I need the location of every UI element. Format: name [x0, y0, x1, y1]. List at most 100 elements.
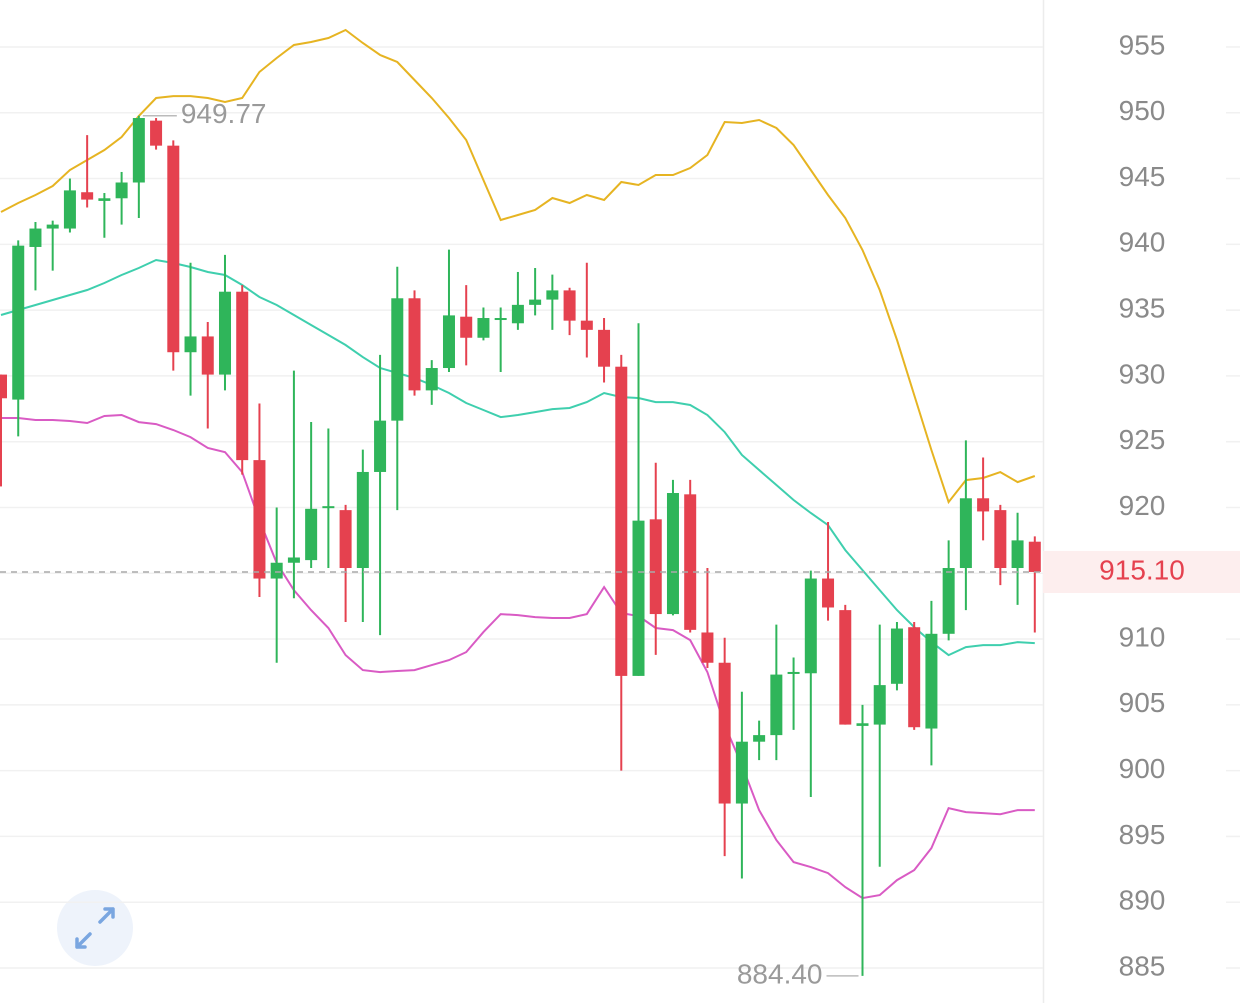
candle-body [977, 498, 990, 512]
candle [649, 462, 662, 655]
candle [98, 193, 111, 238]
candle-body [391, 298, 404, 421]
candle [494, 307, 507, 372]
candle-body [615, 366, 628, 676]
candle [977, 457, 990, 541]
expand-icon[interactable] [75, 907, 115, 949]
y-tick-label: 920 [1119, 490, 1166, 521]
band-line [0, 28, 1036, 505]
candle [29, 221, 42, 291]
candle [770, 624, 783, 761]
y-tick-label: 935 [1119, 293, 1166, 324]
high-label: 949.77 [181, 98, 267, 129]
last-price-box [1043, 550, 1240, 593]
candle [477, 307, 490, 341]
candle-body [98, 198, 111, 201]
last-price-label: 915.10 [1099, 554, 1185, 585]
y-tick-label: 890 [1119, 885, 1166, 916]
y-tick-label: 940 [1119, 227, 1166, 258]
candle-body [563, 290, 576, 321]
candle-body [253, 460, 266, 579]
candle [839, 604, 852, 725]
candle-body [1011, 540, 1024, 569]
candle-body [442, 315, 455, 369]
candle [529, 268, 542, 316]
candle [890, 621, 903, 691]
y-tick-label: 950 [1119, 95, 1166, 126]
candle-body [770, 674, 783, 736]
candle [167, 140, 180, 371]
y-tick-label: 945 [1119, 161, 1166, 192]
candle [132, 115, 145, 219]
candle [942, 540, 955, 641]
candle-body [201, 336, 214, 375]
candle [374, 354, 387, 636]
candle-body [270, 562, 283, 579]
candle [460, 285, 473, 366]
candle [994, 504, 1007, 586]
candle [218, 254, 231, 391]
candle [115, 171, 128, 225]
candle-body [684, 494, 697, 630]
candle-body [546, 290, 559, 300]
candle [580, 262, 593, 358]
candle [873, 624, 886, 867]
candle-body [925, 633, 938, 729]
low-label: 884.40 [737, 958, 823, 989]
candle [701, 568, 714, 669]
candle-body [873, 685, 886, 725]
candle-body [218, 291, 231, 375]
candle-body [598, 329, 611, 367]
candle [908, 621, 921, 730]
candle-body [1028, 541, 1041, 572]
candle [253, 403, 266, 597]
candle [63, 178, 76, 233]
candle-body [649, 519, 662, 615]
candle [1028, 536, 1041, 633]
candle-body [529, 299, 542, 305]
expand-circle[interactable] [57, 890, 133, 966]
candle-body [856, 723, 869, 726]
y-tick-label: 955 [1119, 29, 1166, 60]
candle [959, 440, 972, 611]
candle-body [356, 471, 369, 569]
candle-body [115, 182, 128, 199]
candle-body [804, 578, 817, 674]
candle-body [81, 192, 94, 200]
candle-body [494, 318, 507, 321]
candle [287, 370, 300, 599]
candle-body [339, 510, 352, 569]
candle [236, 285, 249, 475]
candle [184, 262, 197, 396]
candle-body [460, 316, 473, 338]
candle [391, 266, 404, 511]
candle [925, 600, 938, 766]
candle [615, 354, 628, 771]
expand-button[interactable] [57, 890, 133, 966]
candle-body [959, 498, 972, 569]
candle [201, 321, 214, 429]
candle [150, 118, 163, 150]
candle-body [822, 578, 835, 608]
candle-body [580, 320, 593, 330]
candle [718, 637, 731, 857]
candle-body [29, 228, 42, 247]
y-tick-label: 930 [1119, 358, 1166, 389]
candle-body [735, 741, 748, 804]
candle-body [184, 336, 197, 353]
candle [356, 449, 369, 622]
candle-body [0, 374, 7, 399]
candle-body [305, 508, 318, 561]
candle-body [12, 245, 25, 400]
candle [46, 220, 59, 271]
candle-body [477, 318, 490, 338]
candle [408, 290, 421, 396]
candle [856, 704, 869, 976]
candle-body [908, 627, 921, 728]
candle [81, 135, 94, 208]
candle [270, 507, 283, 663]
candle-body [150, 120, 163, 146]
y-tick-label: 900 [1119, 753, 1166, 784]
candle-body [408, 298, 421, 391]
